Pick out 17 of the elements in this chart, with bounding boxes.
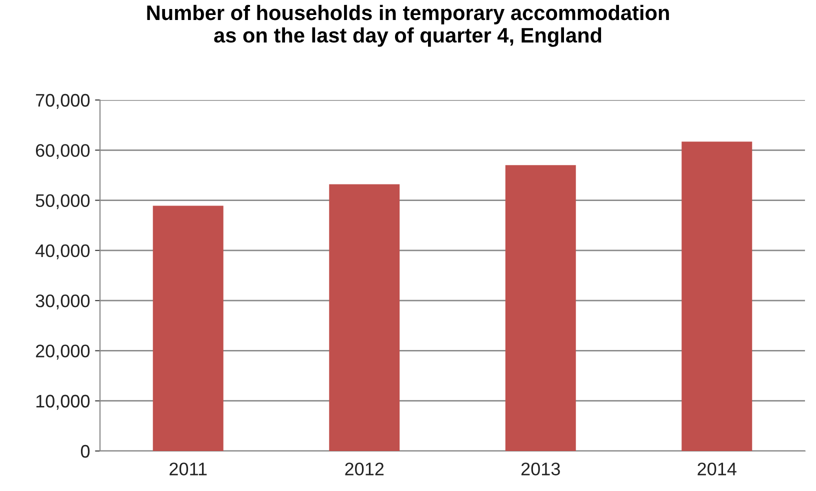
y-tick-label: 50,000 — [36, 194, 90, 210]
chart-title: Number of households in temporary accommodation as on the last day of quarter 4, England — [147, 4, 669, 47]
x-tick-label: 2014 — [698, 462, 736, 476]
x-tick-label: 2012 — [345, 462, 384, 476]
y-tick-label: 40,000 — [35, 244, 90, 260]
bar — [152, 206, 224, 451]
y-tick-label: 20,000 — [36, 344, 90, 360]
y-tick-label: 10,000 — [36, 394, 90, 410]
y-tick-label: 30,000 — [36, 294, 90, 310]
bar — [505, 165, 576, 451]
bar — [682, 142, 752, 451]
x-tick-label: 2011 — [170, 462, 207, 476]
x-tick-label: 2013 — [521, 462, 560, 476]
bar — [329, 184, 400, 451]
y-tick-label: 0 — [80, 444, 90, 458]
y-tick-label: 70,000 — [36, 94, 90, 109]
y-tick-label: 60,000 — [36, 144, 90, 159]
